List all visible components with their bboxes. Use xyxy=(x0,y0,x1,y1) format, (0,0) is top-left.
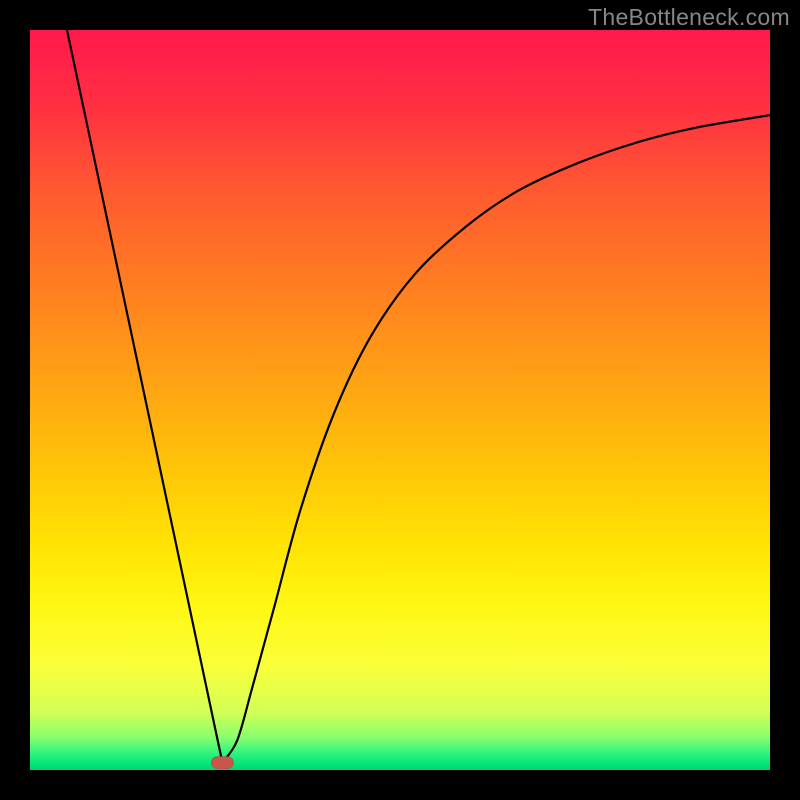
minimum-marker xyxy=(211,757,233,769)
plot-area xyxy=(30,30,770,770)
gradient-background xyxy=(30,30,770,770)
stage: TheBottleneck.com xyxy=(0,0,800,800)
watermark-text: TheBottleneck.com xyxy=(588,4,790,31)
plot-svg xyxy=(30,30,770,770)
